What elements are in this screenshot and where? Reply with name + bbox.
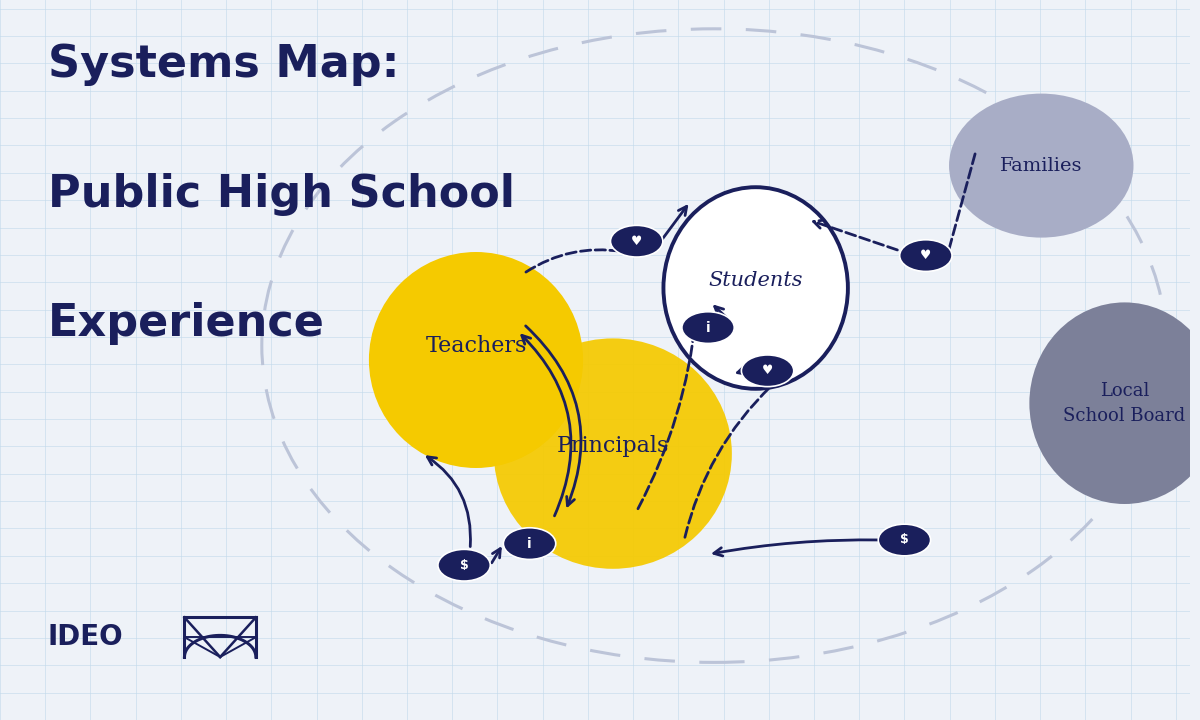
Text: $: $ bbox=[900, 534, 908, 546]
Text: ♥: ♥ bbox=[762, 364, 773, 377]
Circle shape bbox=[878, 524, 930, 556]
Text: Public High School: Public High School bbox=[48, 173, 515, 216]
Text: Students: Students bbox=[708, 271, 803, 290]
Text: Teachers: Teachers bbox=[425, 335, 527, 356]
Text: i: i bbox=[527, 536, 532, 551]
Ellipse shape bbox=[1030, 302, 1200, 504]
Text: Systems Map:: Systems Map: bbox=[48, 43, 400, 86]
Text: i: i bbox=[706, 320, 710, 335]
Circle shape bbox=[438, 549, 491, 581]
Text: ♥: ♥ bbox=[631, 235, 642, 248]
Circle shape bbox=[611, 225, 662, 257]
Ellipse shape bbox=[664, 187, 848, 389]
Ellipse shape bbox=[368, 252, 583, 468]
Circle shape bbox=[503, 528, 556, 559]
Text: IDEO: IDEO bbox=[48, 624, 124, 651]
Text: Principals: Principals bbox=[557, 436, 670, 457]
Ellipse shape bbox=[494, 338, 732, 569]
Text: Experience: Experience bbox=[48, 302, 324, 346]
Circle shape bbox=[682, 312, 734, 343]
Text: ♥: ♥ bbox=[920, 249, 931, 262]
Circle shape bbox=[742, 355, 793, 387]
Text: Families: Families bbox=[1000, 157, 1082, 175]
Ellipse shape bbox=[949, 94, 1134, 238]
Text: $: $ bbox=[460, 559, 468, 572]
Text: Local
School Board: Local School Board bbox=[1063, 382, 1186, 425]
Circle shape bbox=[900, 240, 952, 271]
